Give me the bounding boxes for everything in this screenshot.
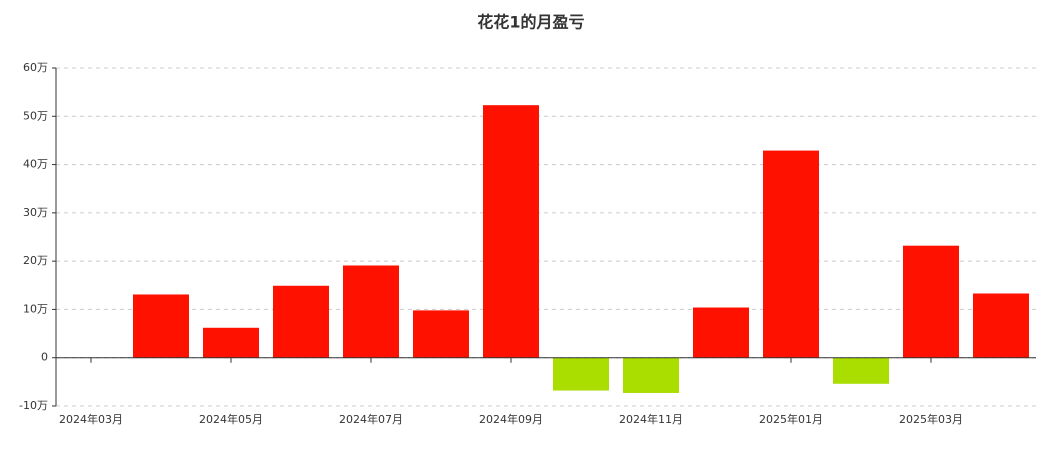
bar — [973, 293, 1029, 358]
chart-title: 花花1的月盈亏 — [477, 13, 584, 32]
bar — [833, 357, 889, 384]
y-tick-label: 30万 — [23, 206, 48, 219]
x-tick-label: 2024年03月 — [59, 412, 123, 426]
y-tick-label: 40万 — [23, 158, 48, 171]
x-tick-label: 2025年01月 — [759, 412, 823, 426]
y-tick-label: 0 — [41, 351, 48, 364]
y-tick-label: -10万 — [19, 399, 48, 412]
bar — [623, 357, 679, 393]
bar — [133, 294, 189, 358]
bar — [483, 105, 539, 358]
y-tick-label: 60万 — [23, 61, 48, 74]
x-tick-label: 2024年09月 — [479, 412, 543, 426]
y-tick-label: 10万 — [23, 302, 48, 315]
bar — [413, 310, 469, 358]
bar — [343, 265, 399, 358]
bar — [273, 285, 329, 358]
x-tick-label: 2024年07月 — [339, 412, 403, 426]
bar — [693, 307, 749, 358]
y-tick-label: 50万 — [23, 109, 48, 122]
bar — [763, 150, 819, 358]
x-tick-label: 2024年11月 — [619, 412, 683, 426]
bar — [203, 327, 259, 358]
bar — [903, 245, 959, 358]
x-tick-label: 2025年03月 — [899, 412, 963, 426]
x-tick-label: 2024年05月 — [199, 412, 263, 426]
y-tick-label: 20万 — [23, 254, 48, 267]
bar — [553, 357, 609, 391]
